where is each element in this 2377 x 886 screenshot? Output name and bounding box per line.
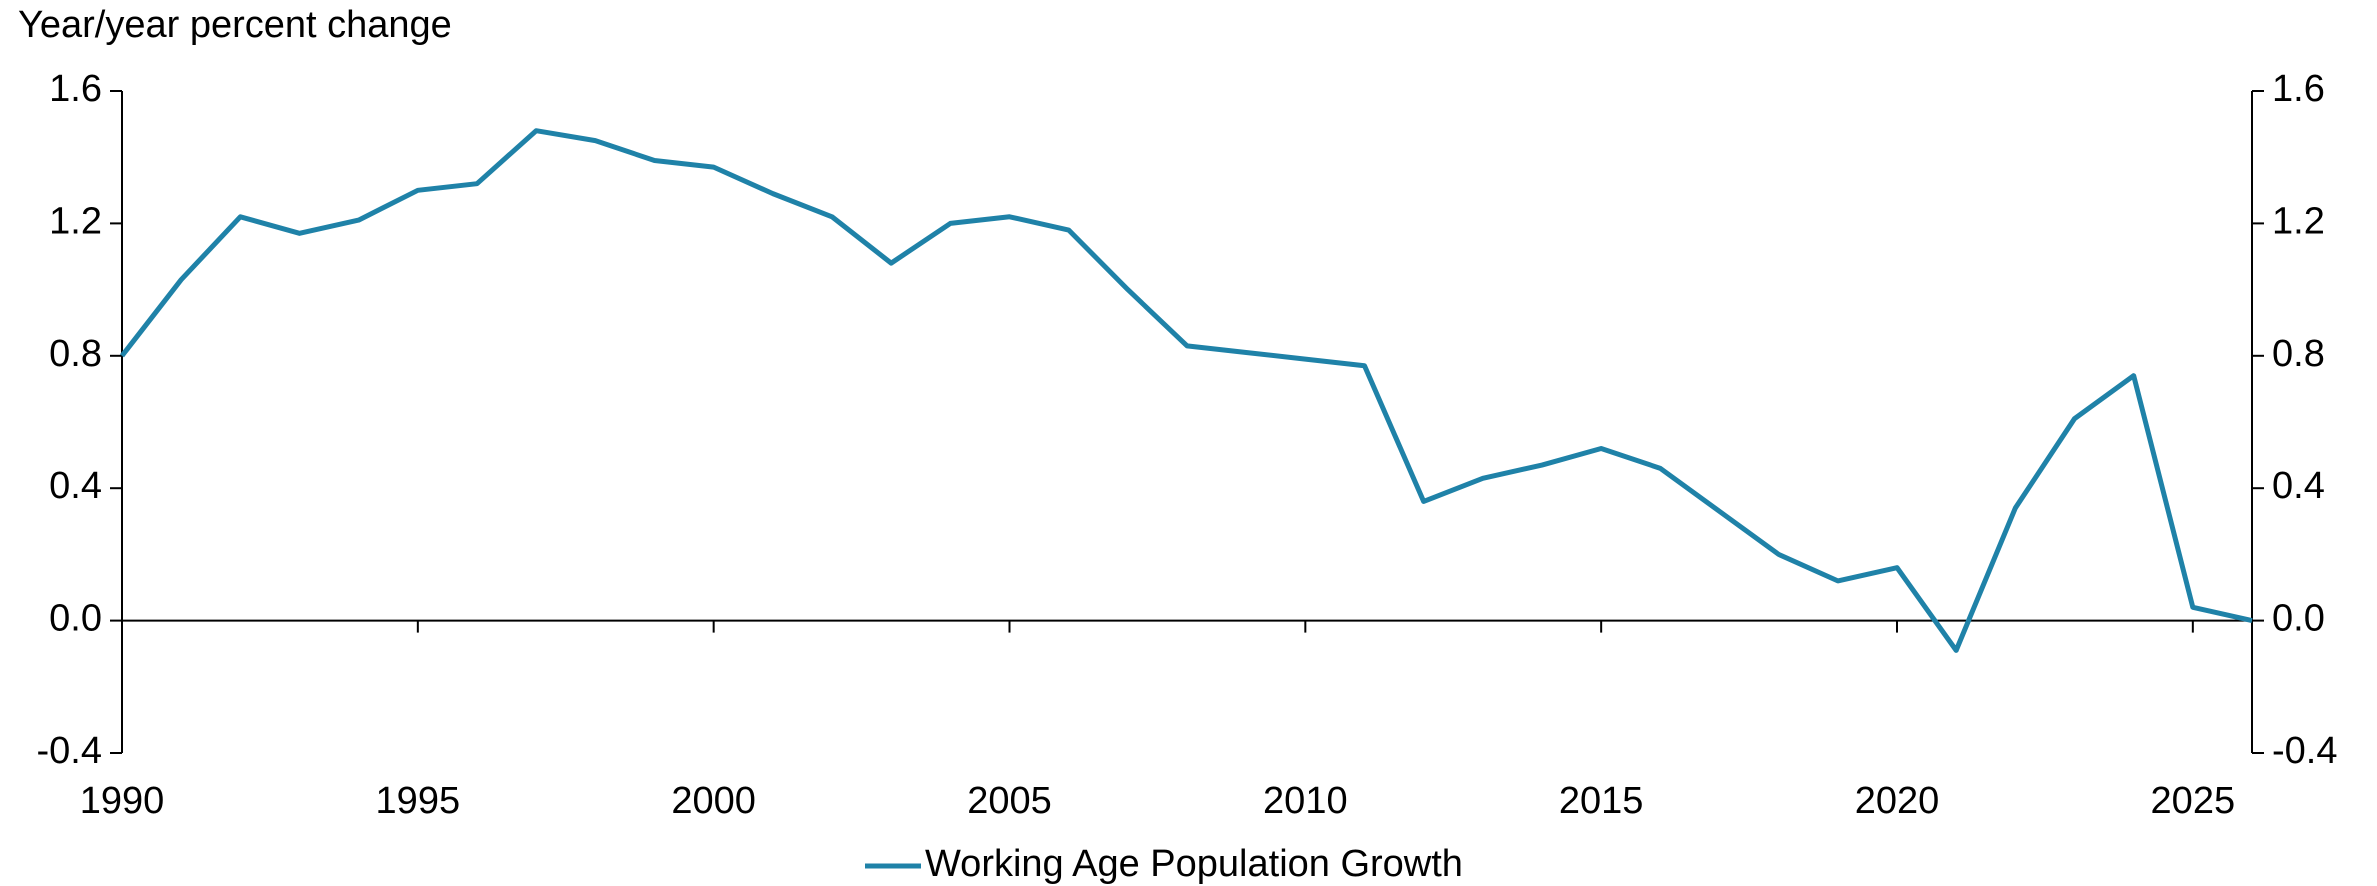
x-tick-label: 2005: [967, 780, 1052, 822]
x-tick-label: 1990: [80, 780, 165, 822]
y-axis-label: Year/year percent change: [18, 4, 452, 46]
y2-tick-label: 1.6: [2272, 68, 2325, 110]
data-line: [120, 128, 2253, 653]
y-tick-label: 1.2: [49, 200, 102, 242]
legend-label: Working Age Population Growth: [925, 843, 1463, 885]
x-tick-label: 2010: [1263, 780, 1348, 822]
x-tick-label: 2025: [2151, 780, 2236, 822]
x-tick-label: 1995: [376, 780, 461, 822]
y2-tick-label: -0.4: [2272, 730, 2337, 772]
y2-tick-label: 1.2: [2272, 200, 2325, 242]
y-tick-label: 1.6: [49, 68, 102, 110]
y-tick-label: 0.8: [49, 333, 102, 375]
y2-tick-label: 0.8: [2272, 333, 2325, 375]
y-tick-label: 0.4: [49, 465, 102, 507]
y2-tick-label: 0.0: [2272, 598, 2325, 640]
y-tick-label: 0.0: [49, 598, 102, 640]
x-tick-label: 2000: [671, 780, 756, 822]
x-tick-label: 2015: [1559, 780, 1644, 822]
x-tick-label: 2020: [1855, 780, 1940, 822]
y2-tick-label: 0.4: [2272, 465, 2325, 507]
y-tick-label: -0.4: [37, 730, 102, 772]
